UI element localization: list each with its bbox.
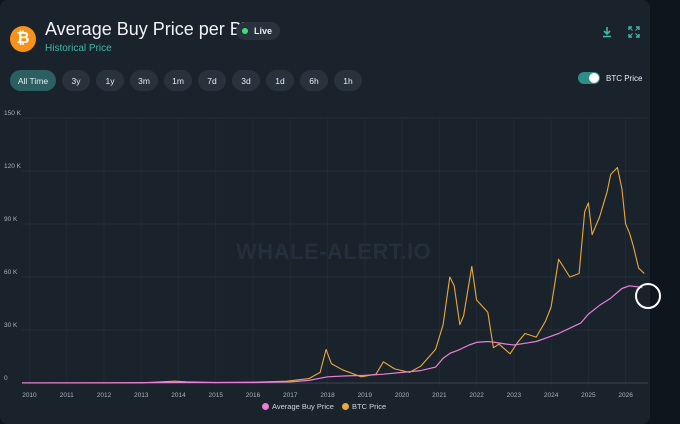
range-button-3d[interactable]: 3d — [232, 70, 260, 91]
legend-label-btc-price: BTC Price — [351, 402, 387, 411]
x-tick-label: 2013 — [134, 392, 149, 399]
legend-swatch-btc-price — [341, 403, 349, 410]
toggle-label: BTC Price — [606, 73, 643, 83]
x-tick-label: 2022 — [469, 392, 484, 399]
x-tick-label: 2016 — [246, 392, 261, 399]
legend-swatch-avg-buy — [262, 403, 269, 410]
live-badge: Live — [236, 22, 281, 40]
x-tick-label: 2014 — [171, 392, 186, 399]
y-tick-label: 90 K — [4, 216, 18, 223]
range-button-1h[interactable]: 1h — [334, 70, 362, 91]
x-tick-label: 2012 — [97, 392, 112, 399]
x-tick-label: 2017 — [283, 392, 298, 399]
btc-price-line — [21, 166, 645, 384]
range-button-1y[interactable]: 1y — [96, 70, 124, 91]
y-tick-label: 150 K — [4, 110, 22, 117]
range-button-1d[interactable]: 1d — [266, 70, 294, 91]
y-tick-label: 60 K — [4, 269, 18, 276]
price-chart: 0 30 K 60 K 90 K 120 K 150 K 2010 2011 2012 2013 2… — [4, 110, 648, 399]
x-tick-label: 2023 — [507, 392, 522, 399]
x-tick-label: 2026 — [618, 392, 633, 399]
range-button-3y[interactable]: 3y — [62, 70, 90, 91]
x-tick-label: 2025 — [581, 392, 596, 399]
legend-item-btc-price[interactable]: BTC Price — [341, 402, 387, 411]
bitcoin-icon: ₿ — [10, 26, 36, 52]
btc-price-toggle[interactable]: BTC Price — [578, 72, 642, 84]
x-tick-label: 2010 — [22, 392, 37, 399]
y-tick-label: 30 K — [4, 322, 18, 329]
range-button-3m[interactable]: 3m — [130, 70, 158, 91]
chart-legend: Average Buy Price BTC Price — [262, 402, 394, 411]
live-label: Live — [254, 26, 273, 36]
avg-buy-price-line — [22, 285, 643, 384]
x-tick-label: 2018 — [320, 392, 335, 399]
page-subtitle: Historical Price — [45, 43, 112, 54]
download-icon[interactable] — [601, 26, 613, 38]
x-tick-label: 2024 — [544, 392, 559, 399]
legend-item-avg-buy[interactable]: Average Buy Price — [262, 402, 334, 411]
legend-label-avg-buy: Average Buy Price — [272, 402, 334, 411]
watermark: WHALE-ALERT.IO — [236, 239, 432, 264]
range-button-7d[interactable]: 7d — [198, 70, 226, 91]
live-dot-icon — [242, 28, 248, 34]
y-tick-label: 0 — [4, 375, 8, 382]
toggle-switch[interactable] — [578, 72, 600, 84]
range-button-6h[interactable]: 6h — [300, 70, 328, 91]
fullscreen-icon[interactable] — [628, 26, 640, 38]
x-tick-label: 2011 — [60, 392, 74, 399]
x-tick-label: 2021 — [432, 392, 447, 399]
x-tick-label: 2015 — [209, 392, 224, 399]
page-edge — [650, 0, 680, 424]
x-tick-label: 2020 — [395, 392, 410, 399]
x-tick-label: 2019 — [358, 392, 373, 399]
range-selector: All Time 3y 1y 3m 1m 7d 3d 1d 6h 1h — [10, 70, 362, 91]
page-title: Average Buy Price per BTC — [45, 19, 266, 39]
range-button-1m[interactable]: 1m — [164, 70, 192, 91]
range-button-all-time[interactable]: All Time — [10, 70, 56, 91]
toggle-knob — [589, 73, 599, 83]
highlight-circle — [635, 283, 661, 309]
y-tick-label: 120 K — [4, 163, 22, 170]
